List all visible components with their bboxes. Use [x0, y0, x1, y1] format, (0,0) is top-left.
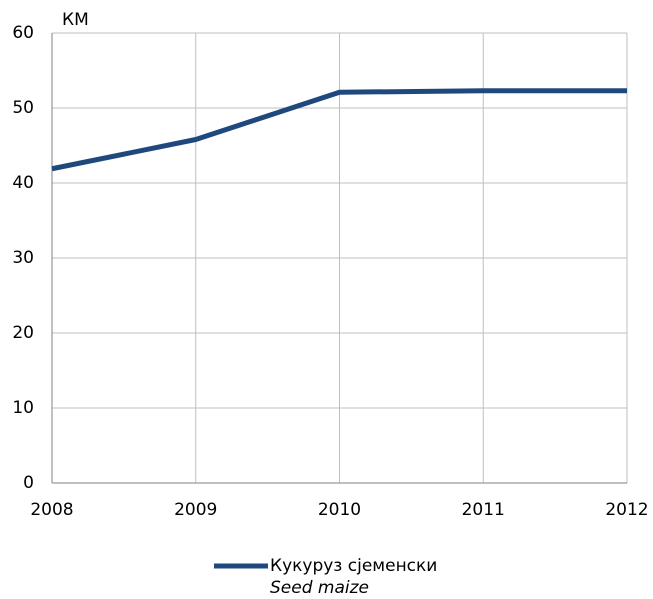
legend-label-translation: Seed maize	[270, 578, 369, 598]
x-tick-label: 2011	[462, 500, 505, 520]
y-tick-label: 10	[12, 398, 34, 418]
y-tick-label: 0	[23, 473, 34, 493]
x-tick-label: 2010	[318, 500, 361, 520]
y-tick-label: 30	[12, 248, 34, 268]
x-tick-label: 2012	[605, 500, 648, 520]
x-tick-label: 2008	[30, 500, 73, 520]
data-line	[51, 88, 627, 172]
y-axis-label: КМ	[62, 10, 89, 30]
legend-label: Кукуруз сјеменски	[270, 556, 437, 576]
y-tick-label: 20	[12, 323, 34, 343]
y-tick-label: 50	[12, 98, 34, 118]
x-tick-label: 2009	[174, 500, 217, 520]
y-tick-label: 60	[12, 23, 34, 43]
y-tick-label: 40	[12, 173, 34, 193]
